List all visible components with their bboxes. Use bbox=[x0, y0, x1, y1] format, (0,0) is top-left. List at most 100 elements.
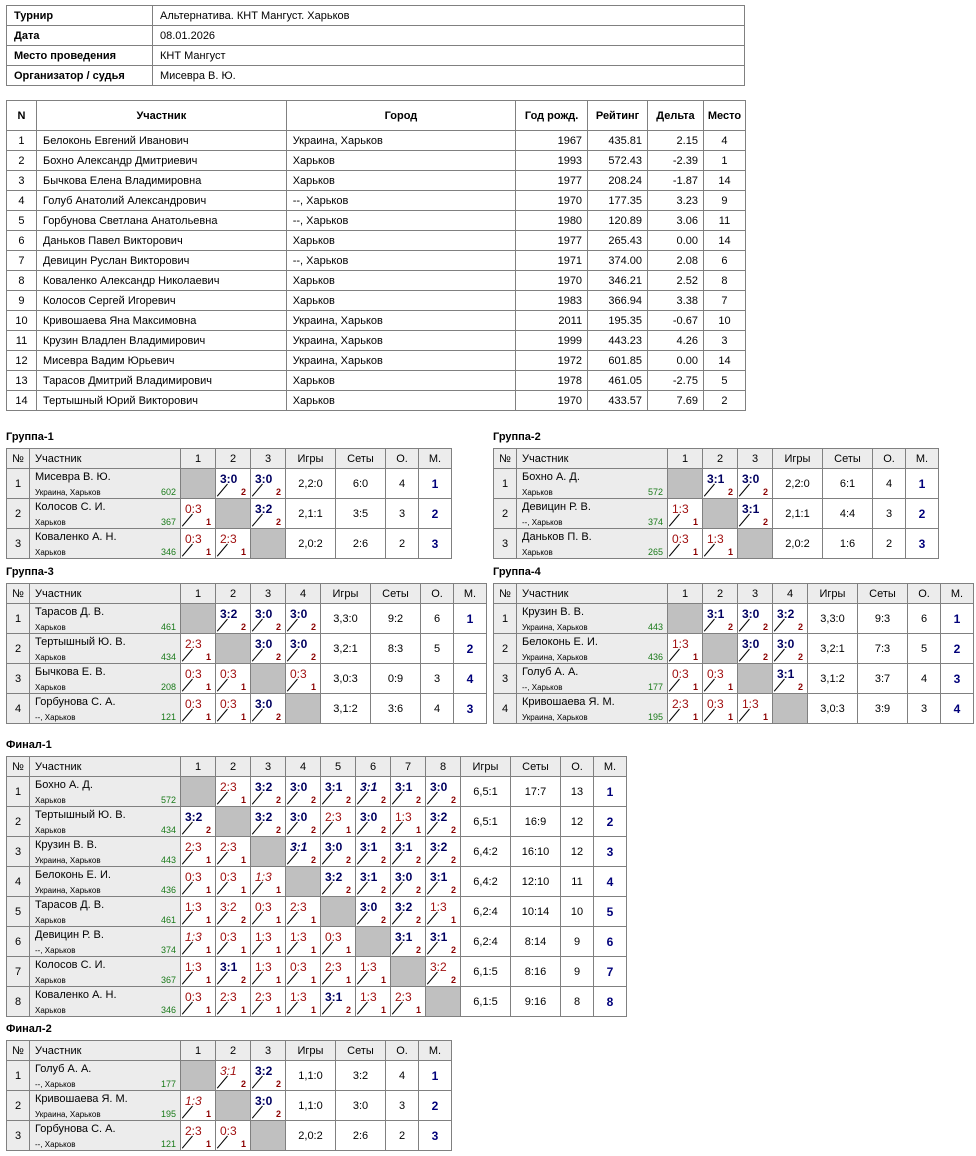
group-title: Группа-2 bbox=[493, 431, 541, 443]
match-score: 3:1 bbox=[360, 840, 378, 854]
match-result-cell: 3:0 2 bbox=[425, 776, 461, 807]
match-score: 3:2 bbox=[395, 900, 413, 914]
header-opponent: 1 bbox=[667, 583, 703, 604]
column-header: Год рожд. bbox=[515, 100, 589, 131]
match-result-cell: 2:3 1 bbox=[667, 693, 703, 724]
match-result-cell: 3:1 2 bbox=[425, 866, 461, 897]
match-result-cell: 3:1 2 bbox=[702, 468, 738, 499]
table-cell: 4 bbox=[6, 190, 37, 211]
place-cell: 4 bbox=[940, 693, 974, 724]
match-score: 3:0 bbox=[290, 637, 308, 651]
match-result-cell: 1:3 1 bbox=[355, 986, 391, 1017]
table-cell: 433.57 bbox=[587, 390, 649, 411]
row-num: 2 bbox=[493, 633, 517, 664]
group-table: № Участник 1 2 3 4 Игры Сеты О. М. 1 Крузин В. В. Ук… bbox=[493, 583, 974, 724]
match-points: 2 bbox=[205, 825, 211, 835]
match-points: 1 bbox=[240, 945, 246, 955]
table-cell: 7 bbox=[702, 290, 747, 311]
self-match-cell bbox=[180, 603, 216, 634]
match-result-cell: 3:0 2 bbox=[285, 633, 321, 664]
match-result-cell: 0:3 1 bbox=[180, 663, 216, 694]
participant-cell: Колосов С. И. Харьков 367 bbox=[29, 956, 181, 987]
participant-city: Харьков bbox=[35, 826, 66, 835]
match-result-cell: 1:3 1 bbox=[285, 926, 321, 957]
participant-city: Харьков bbox=[35, 796, 66, 805]
header-opponent: 1 bbox=[180, 583, 216, 604]
row-num: 2 bbox=[6, 633, 30, 664]
place-cell: 2 bbox=[593, 806, 627, 837]
table-cell: Харьков bbox=[285, 390, 517, 411]
match-result-cell: 3:0 2 bbox=[250, 693, 286, 724]
match-result-cell: 2:3 1 bbox=[180, 1120, 216, 1151]
header-points: О. bbox=[385, 1040, 419, 1061]
match-score: 3:1 bbox=[777, 667, 795, 681]
row-num: 3 bbox=[6, 528, 30, 559]
match-result-cell: 0:3 1 bbox=[215, 866, 251, 897]
header-num: № bbox=[493, 448, 517, 469]
table-cell: Бохно Александр Дмитриевич bbox=[35, 150, 287, 171]
place-cell: 2 bbox=[418, 498, 452, 529]
points-cell: 9 bbox=[560, 926, 594, 957]
participant-cell: Кривошаева Я. М. Украина, Харьков 195 bbox=[516, 693, 668, 724]
match-score: 0:3 bbox=[220, 870, 237, 884]
participant-name: Белоконь Е. И. bbox=[522, 636, 598, 648]
match-result-cell: 2:3 1 bbox=[285, 896, 321, 927]
participant-rating: 208 bbox=[160, 682, 176, 692]
participant-rating: 121 bbox=[160, 1139, 176, 1149]
games-cell: 2,1:1 bbox=[285, 498, 336, 529]
row-num: 8 bbox=[6, 986, 30, 1017]
match-result-cell: 1:3 1 bbox=[667, 498, 703, 529]
group-table: № Участник 1 2 3 Игры Сеты О. М. 1 Голуб А. А. --, … bbox=[6, 1040, 452, 1151]
participant-city: Харьков bbox=[35, 683, 66, 692]
participant-name: Горбунова С. А. bbox=[35, 696, 116, 708]
header-place: М. bbox=[905, 448, 939, 469]
participant-rating: 434 bbox=[160, 825, 176, 835]
place-cell: 1 bbox=[418, 1060, 452, 1091]
participant-name: Коваленко А. Н. bbox=[35, 531, 117, 543]
header-points: О. bbox=[420, 583, 454, 604]
match-score: 0:3 bbox=[185, 870, 202, 884]
match-result-cell: 3:1 2 bbox=[215, 1060, 251, 1091]
sets-cell: 8:16 bbox=[510, 956, 561, 987]
place-cell: 3 bbox=[418, 528, 452, 559]
match-score: 3:0 bbox=[290, 607, 308, 621]
header-sets: Сеты bbox=[510, 756, 561, 777]
header-num: № bbox=[6, 448, 30, 469]
participant-rating: 443 bbox=[647, 622, 663, 632]
participant-city: Харьков bbox=[522, 548, 553, 557]
table-cell: 12 bbox=[6, 350, 37, 371]
match-score: 2:3 bbox=[255, 990, 272, 1004]
table-cell: 1977 bbox=[515, 230, 589, 251]
group-row: 3 Голуб А. А. --, Харьков 177 0:3 1 0:3 1 3:1 2 3,… bbox=[493, 663, 974, 694]
games-cell: 3,0:3 bbox=[320, 663, 371, 694]
header-num: № bbox=[6, 583, 30, 604]
table-cell: 13 bbox=[6, 370, 37, 391]
participant-city: --, Харьков bbox=[35, 1140, 76, 1149]
row-num: 1 bbox=[6, 468, 30, 499]
self-match-cell bbox=[250, 836, 286, 867]
group-row: 3 Крузин В. В. Украина, Харьков 443 2:3 1 2:3 1… bbox=[6, 836, 627, 867]
points-cell: 2 bbox=[385, 528, 419, 559]
column-header: Место bbox=[702, 100, 747, 131]
header-points: О. bbox=[560, 756, 594, 777]
header-games: Игры bbox=[285, 448, 336, 469]
participant-cell: Девицин Р. В. --, Харьков 374 bbox=[516, 498, 668, 529]
group-row: 2 Белоконь Е. И. Украина, Харьков 436 1:3 1 3:… bbox=[493, 633, 974, 664]
games-cell: 3,3:0 bbox=[807, 603, 858, 634]
sets-cell: 8:3 bbox=[370, 633, 421, 664]
place-cell: 2 bbox=[905, 498, 939, 529]
table-cell: 11 bbox=[702, 210, 747, 231]
match-points: 1 bbox=[692, 652, 698, 662]
row-num: 2 bbox=[6, 498, 30, 529]
info-row: Дата 08.01.2026 bbox=[6, 25, 745, 46]
sets-cell: 3:0 bbox=[335, 1090, 386, 1121]
participant-cell: Мисевра В. Ю. Украина, Харьков 602 bbox=[29, 468, 181, 499]
sets-cell: 6:0 bbox=[335, 468, 386, 499]
match-score: 2:3 bbox=[395, 990, 412, 1004]
table-cell: 177.35 bbox=[587, 190, 649, 211]
match-score: 3:0 bbox=[742, 607, 760, 621]
table-cell: 443.23 bbox=[587, 330, 649, 351]
table-row: 13 Тарасов Дмитрий Владимирович Харьков 197… bbox=[6, 370, 747, 391]
match-result-cell: 0:3 1 bbox=[320, 926, 356, 957]
table-cell: Харьков bbox=[285, 170, 517, 191]
